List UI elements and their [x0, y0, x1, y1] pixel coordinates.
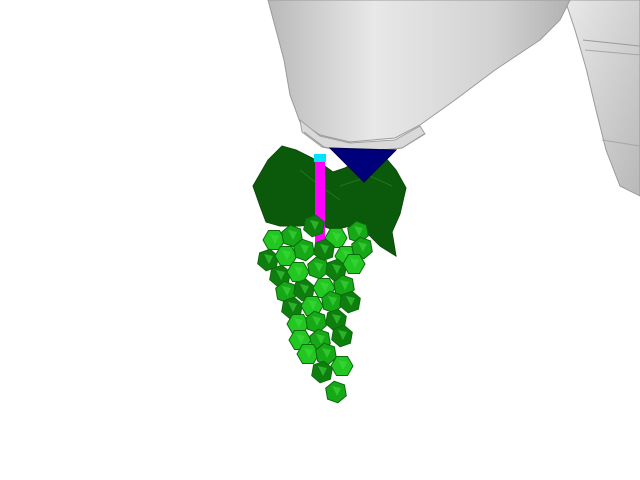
- grape-berry-highlight: [358, 242, 367, 252]
- grape-berry-highlight: [300, 244, 309, 254]
- grape-berry-highlight: [320, 282, 329, 292]
- grape-berry-highlight: [308, 300, 317, 310]
- grape-berry-highlight: [304, 348, 313, 358]
- cutting-tool: [314, 154, 326, 244]
- gripper-tip: [328, 147, 398, 183]
- grape-berry-highlight: [282, 286, 291, 296]
- grape-berry-highlight: [318, 366, 327, 376]
- grape-berry-highlight: [300, 284, 309, 294]
- grape-berry-highlight: [288, 302, 297, 312]
- grape-berry-highlight: [270, 234, 279, 244]
- grape-berry-highlight: [288, 230, 297, 240]
- grape-berry-highlight: [314, 262, 323, 272]
- grape-berry-highlight: [294, 266, 303, 276]
- grape-berry-highlight: [354, 226, 363, 236]
- grape-berry-highlight: [320, 244, 329, 254]
- grape-berry-highlight: [332, 232, 341, 242]
- grape-berry-highlight: [338, 330, 347, 340]
- grape-berry-highlight: [296, 334, 305, 344]
- grape-berry-highlight: [312, 316, 321, 326]
- grape-berry-highlight: [316, 334, 325, 344]
- grape-berry-highlight: [342, 250, 351, 260]
- robot-arm: [267, 0, 640, 197]
- grape-berry-highlight: [350, 258, 359, 268]
- grape-berry-highlight: [332, 386, 341, 396]
- grape-berry-highlight: [322, 348, 331, 358]
- grape-berry-highlight: [328, 296, 337, 306]
- grape-berry-highlight: [340, 280, 349, 290]
- grape-berry-highlight: [294, 318, 303, 328]
- grape-berry-highlight: [346, 296, 355, 306]
- grape-berry-highlight: [310, 220, 319, 230]
- grape-berry-highlight: [332, 264, 341, 274]
- grape-berry-highlight: [264, 254, 273, 264]
- grape-berry-highlight: [332, 314, 341, 324]
- grape-berry-highlight: [282, 250, 291, 260]
- grape-bunch: [257, 214, 373, 404]
- grape-berry-highlight: [276, 270, 285, 280]
- grape-berry-highlight: [338, 360, 347, 370]
